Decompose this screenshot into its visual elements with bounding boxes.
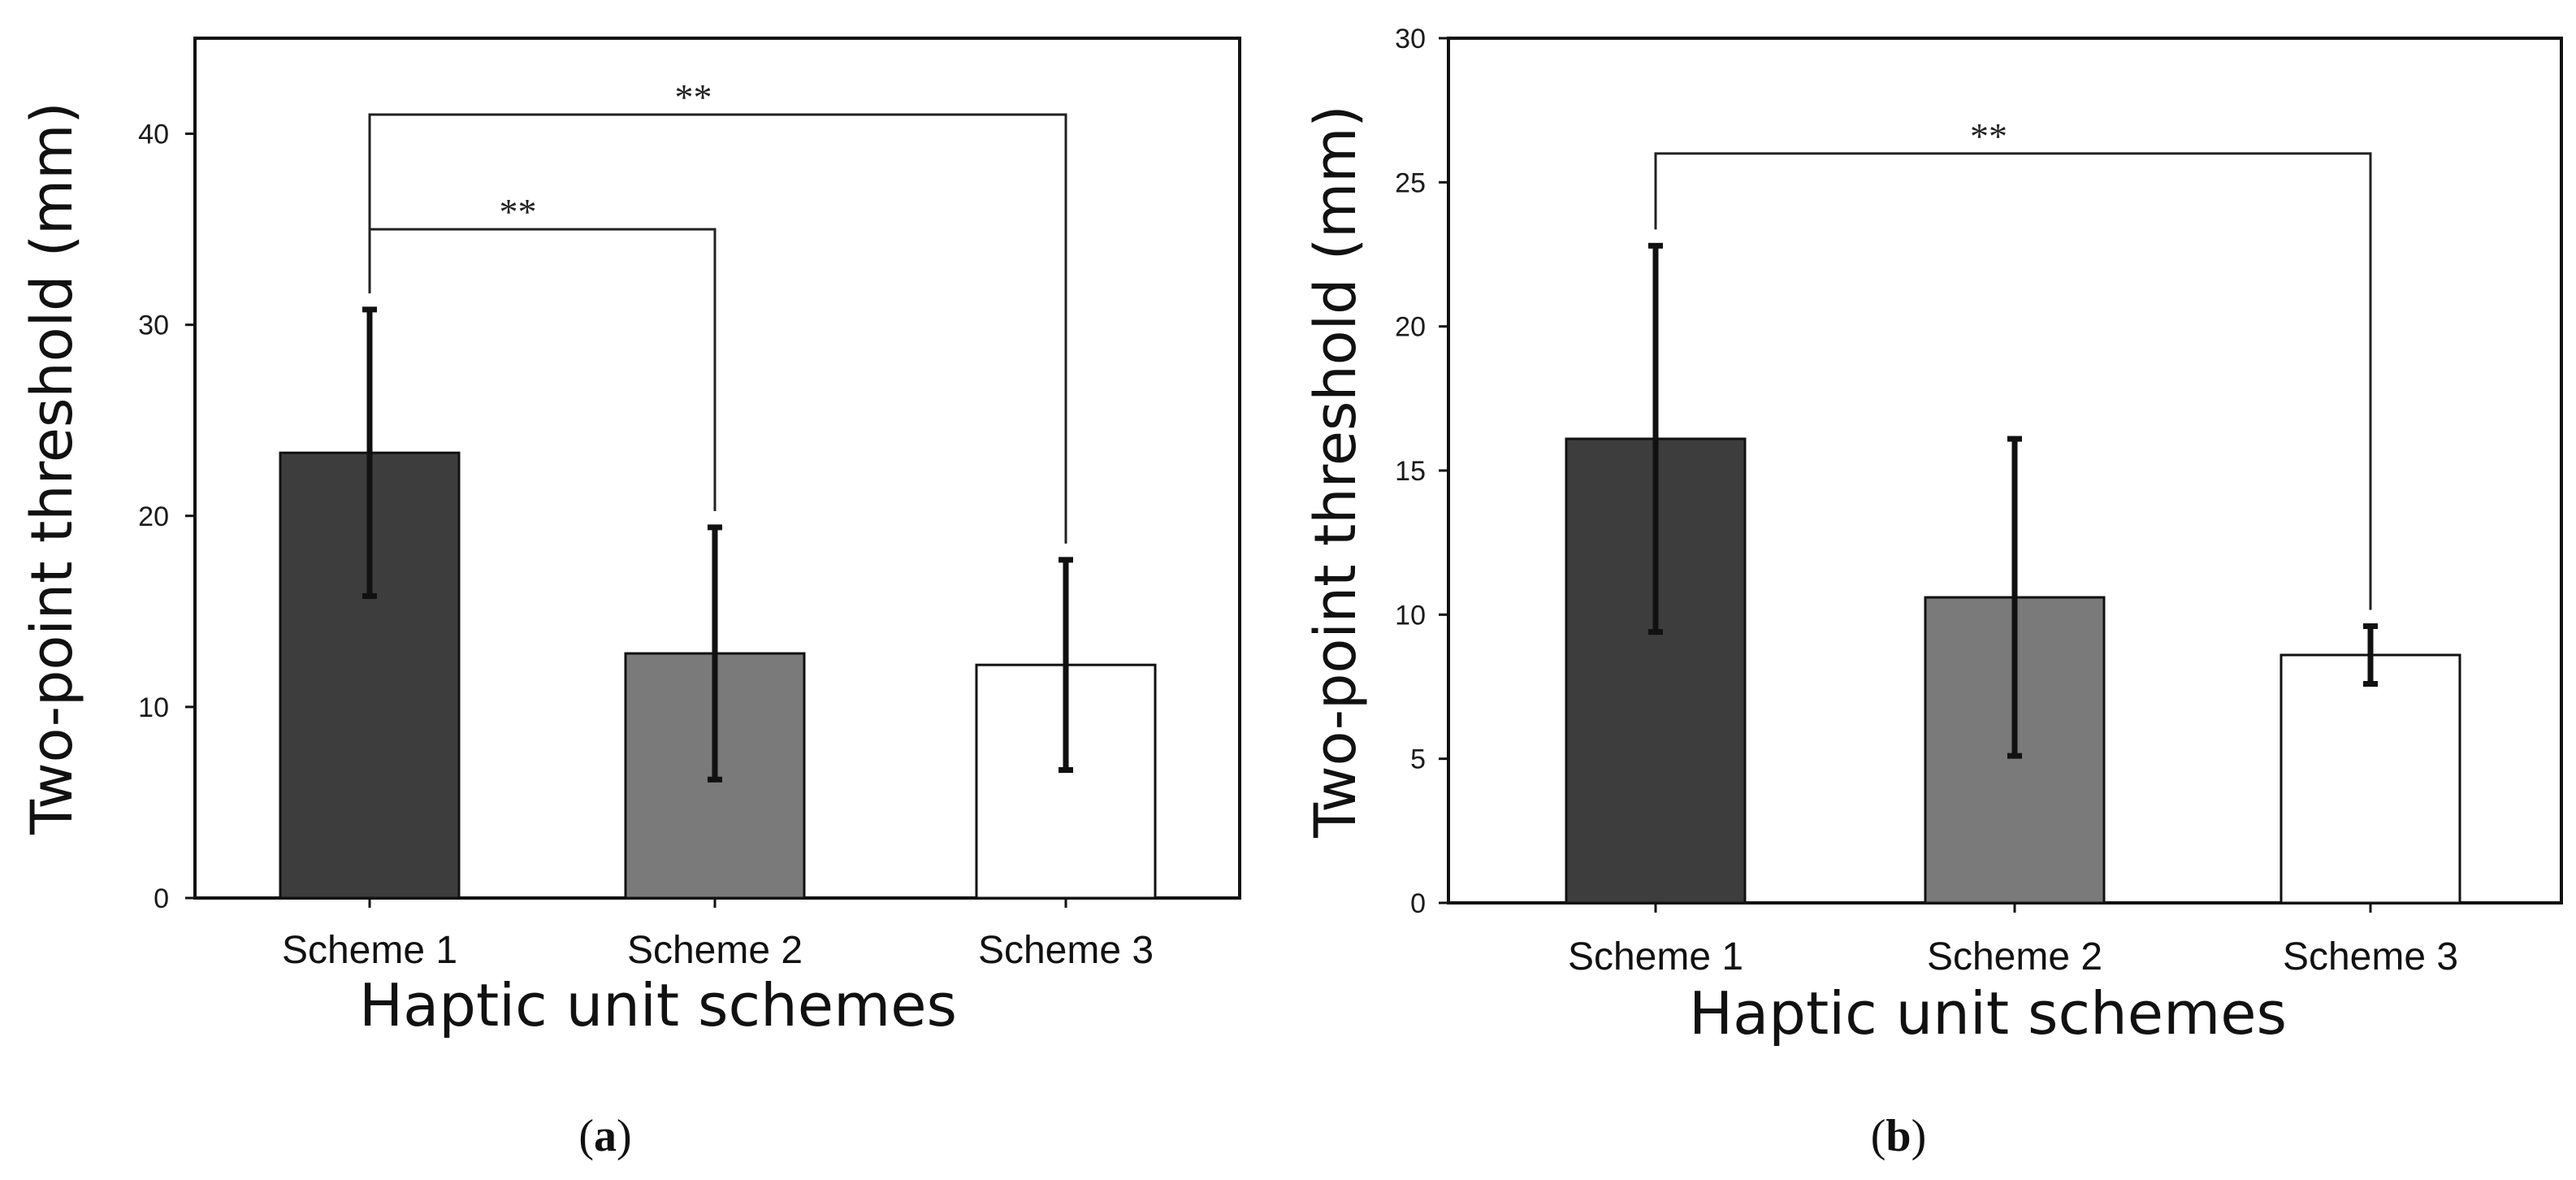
panel-b-bars	[1565, 242, 2461, 905]
x-category-label-1: Scheme 1	[282, 929, 457, 972]
panel-a-x-categories: Scheme 1 Scheme 2 Scheme 3	[282, 898, 1154, 972]
bar-3	[2279, 653, 2461, 905]
x-category-label-1: Scheme 1	[1568, 935, 1743, 978]
y-tick-label: 0	[154, 883, 169, 914]
panel-b: 0 5 10 15 20 25 30 ** Scheme 1 Scheme 2 Scheme 3…	[1302, 24, 2563, 1161]
panel-b-y-ticks: 0 5 10 15 20 25 30	[1395, 24, 1448, 919]
x-category-label-3: Scheme 3	[2283, 935, 2458, 978]
panel-b-caption-label: b	[1885, 1111, 1911, 1161]
panel-b-caption-open: (	[1871, 1111, 1886, 1161]
panel-a-x-axis-label: Haptic unit schemes	[359, 971, 957, 1039]
significance-label-2: **	[500, 191, 537, 232]
panel-b-x-categories: Scheme 1 Scheme 2 Scheme 3	[1568, 903, 2458, 978]
y-tick-label: 10	[138, 692, 169, 723]
significance-bracket-2	[368, 228, 717, 511]
significance-label-1: **	[675, 76, 712, 118]
y-tick-label: 5	[1410, 744, 1426, 775]
panel-b-caption-close: )	[1911, 1111, 1927, 1161]
panel-a-bars	[279, 306, 1157, 900]
panel-a-caption-close: )	[617, 1111, 632, 1161]
panel-a-y-axis-label: Two-point threshold (mm)	[19, 102, 85, 835]
significance-bracket-1	[368, 113, 1067, 544]
panel-a-caption: (a)	[578, 1111, 631, 1161]
significance-bracket-1	[1654, 152, 2372, 610]
panel-a-y-ticks: 0 10 20 30 40	[138, 119, 195, 914]
x-category-label-2: Scheme 2	[1927, 935, 2102, 978]
y-tick-label: 20	[138, 501, 169, 532]
y-tick-label: 20	[1395, 312, 1426, 343]
bar-3	[975, 663, 1157, 900]
y-tick-label: 30	[138, 310, 169, 341]
panel-b-caption: (b)	[1871, 1111, 1926, 1161]
y-tick-label: 30	[1395, 24, 1426, 54]
panel-b-y-axis-label: Two-point threshold (mm)	[1302, 105, 1369, 839]
significance-label-1: **	[1970, 115, 2007, 157]
y-tick-label: 15	[1395, 456, 1426, 487]
panel-a-significance: ** **	[368, 76, 1067, 544]
y-tick-label: 25	[1395, 167, 1426, 198]
x-category-label-2: Scheme 2	[627, 929, 803, 972]
y-tick-label: 40	[138, 119, 169, 150]
x-category-label-3: Scheme 3	[978, 929, 1154, 972]
panel-b-x-axis-label: Haptic unit schemes	[1689, 979, 2287, 1048]
y-tick-label: 0	[1410, 888, 1426, 919]
panel-a-caption-label: a	[594, 1111, 617, 1161]
panel-b-significance: **	[1654, 115, 2372, 610]
panel-a-caption-open: (	[578, 1111, 594, 1161]
y-tick-label: 10	[1395, 600, 1426, 631]
